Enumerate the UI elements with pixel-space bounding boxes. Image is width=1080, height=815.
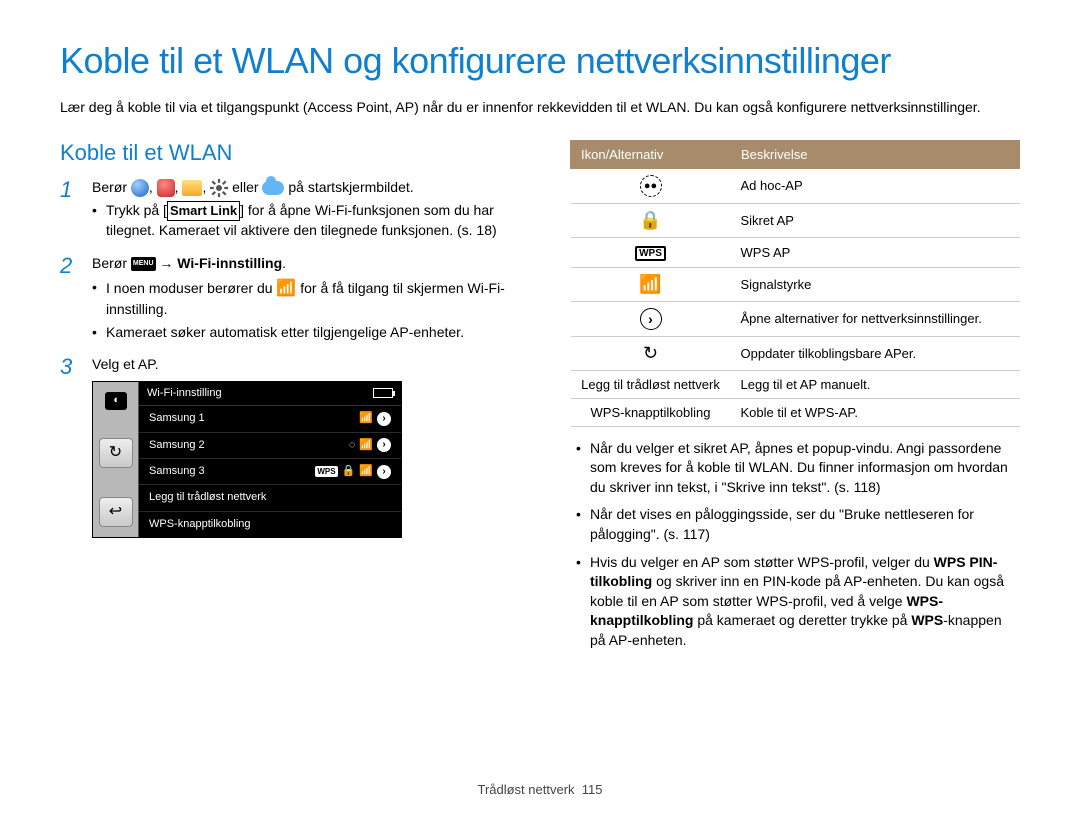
page-title: Koble til et WLAN og konfigurere nettver… [60, 40, 1020, 82]
step2-prefix: Berør [92, 255, 131, 271]
adhoc-icon: ◌ [349, 438, 356, 453]
refresh-icon: ↻ [643, 343, 658, 364]
ap-row[interactable]: Samsung 1 📶› [139, 406, 401, 432]
folder-icon [182, 180, 202, 196]
lock-icon: 🔒 [342, 464, 356, 479]
step-number: 1 [60, 178, 80, 244]
page-footer: Trådløst nettverk 115 [0, 782, 1080, 797]
table-header-icon: Ikon/Alternativ [571, 140, 731, 168]
info-bullet: Når du velger et sikret AP, åpnes et pop… [570, 439, 1020, 498]
table-row: 🔒 Sikret AP [571, 203, 1020, 237]
battery-icon [373, 388, 393, 398]
step-3: 3 Velg et AP. ◖ ↻ ↩ Wi-Fi-innstilling [60, 355, 520, 538]
step-1: 1 Berør , , , eller på startskjermbildet… [60, 178, 520, 244]
table-row: 📶 Signalstyrke [571, 267, 1020, 301]
chevron-right-icon: › [377, 412, 391, 426]
wifi-icon: 📶 [359, 411, 373, 426]
section-title: Koble til et WLAN [60, 140, 520, 166]
info-bullet: Hvis du velger en AP som støtter WPS-pro… [570, 553, 1020, 651]
step-number: 3 [60, 355, 80, 538]
shot-title: Wi-Fi-innstilling [147, 386, 222, 401]
ap-row[interactable]: Samsung 2 ◌📶› [139, 433, 401, 459]
table-row: ↻ Oppdater tilkoblingsbare APer. [571, 336, 1020, 370]
step2-bullet-1: I noen moduser berører du 📶 for å få til… [92, 278, 520, 320]
step-2: 2 Berør MENU → Wi-Fi-innstilling. I noen… [60, 254, 520, 345]
chevron-right-icon: › [377, 438, 391, 452]
ap-row[interactable]: Samsung 3 WPS🔒📶› [139, 459, 401, 485]
table-row: Legg til trådløst nettverk Legg til et A… [571, 370, 1020, 398]
wps-icon: WPS [635, 246, 666, 261]
table-header-desc: Beskrivelse [731, 140, 1020, 168]
chevron-right-icon: › [377, 465, 391, 479]
lock-icon: 🔒 [639, 210, 661, 231]
app-icon [157, 179, 175, 197]
step1-mid: eller [232, 179, 262, 195]
gear-icon [210, 179, 228, 197]
adhoc-icon: ●● [640, 175, 662, 197]
info-bullet: Når det vises en påloggingsside, ser du … [570, 505, 1020, 544]
table-row: WPS WPS AP [571, 237, 1020, 267]
step2-arrow: → [159, 255, 177, 271]
wps-icon: WPS [315, 466, 337, 477]
table-row: › Åpne alternativer for nettverksinnstil… [571, 301, 1020, 336]
wifi-icon: 📶 [359, 464, 373, 479]
step-number: 2 [60, 254, 80, 345]
back-button[interactable]: ↩ [99, 497, 133, 527]
wifi-badge-icon: ◖ [105, 392, 127, 410]
icon-options-table: Ikon/Alternativ Beskrivelse ●● Ad hoc-AP… [570, 140, 1020, 427]
step1-suffix: på startskjermbildet. [288, 179, 413, 195]
table-row: WPS-knapptilkobling Koble til et WPS-AP. [571, 398, 1020, 426]
wifi-icon: 📶 [359, 438, 373, 453]
step1-bullet: Trykk på [Smart Link] for å åpne Wi-Fi-f… [92, 201, 520, 241]
add-network-row[interactable]: Legg til trådløst nettverk [139, 485, 401, 511]
chevron-right-icon: › [640, 308, 662, 330]
device-screenshot: ◖ ↻ ↩ Wi-Fi-innstilling Samsung 1 📶› [92, 381, 402, 538]
wifi-icon: 📶 [639, 274, 661, 295]
menu-icon: MENU [131, 257, 156, 271]
step2-bullet-2: Kameraet søker automatisk etter tilgjeng… [92, 323, 520, 343]
step3-text: Velg et AP. [92, 355, 520, 375]
cloud-icon [262, 181, 284, 195]
table-row: ●● Ad hoc-AP [571, 168, 1020, 203]
refresh-button[interactable]: ↻ [99, 438, 133, 468]
globe-icon [131, 179, 149, 197]
step1-prefix: Berør [92, 179, 131, 195]
wps-button-row[interactable]: WPS-knapptilkobling [139, 512, 401, 537]
step2-bold: Wi-Fi-innstilling [177, 255, 282, 271]
intro-text: Lær deg å koble til via et tilgangspunkt… [60, 98, 1020, 118]
wifi-icon: 📶 [276, 280, 296, 297]
